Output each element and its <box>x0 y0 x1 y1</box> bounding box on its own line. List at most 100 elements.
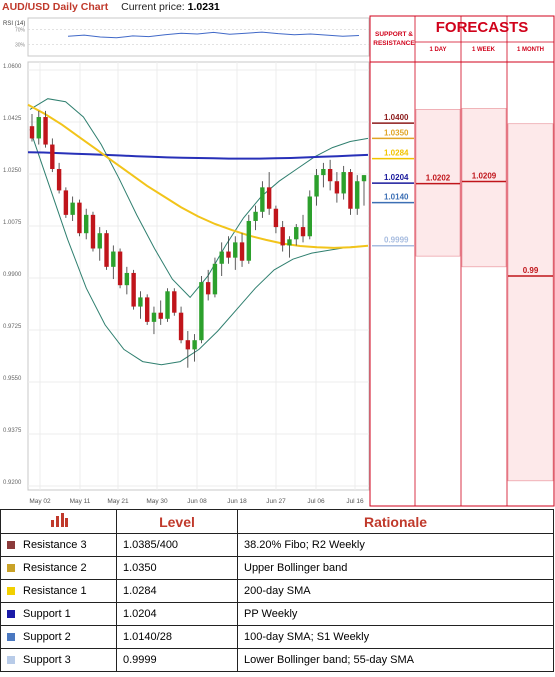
candle <box>97 233 102 249</box>
y-tick-label: 1.0075 <box>3 220 22 226</box>
bar-chart-icon-cell <box>0 509 117 534</box>
x-tick-label: May 11 <box>70 498 91 505</box>
candle <box>185 340 191 350</box>
forecast-col-1day: 1 DAY <box>429 47 447 53</box>
candle <box>253 211 258 221</box>
bollinger-upper-band <box>29 98 369 299</box>
forecast-value-label: 1.0202 <box>426 174 451 183</box>
candle <box>124 272 130 286</box>
candle <box>36 117 41 139</box>
candle <box>178 312 184 341</box>
candle <box>300 227 306 237</box>
level-name: Resistance 2 <box>23 562 87 574</box>
candle <box>321 169 326 176</box>
candle <box>151 312 157 322</box>
x-tick-label: May 30 <box>146 498 168 505</box>
level-color-swatch <box>7 656 15 665</box>
candle <box>111 251 116 267</box>
candle <box>361 175 367 182</box>
candle <box>273 208 279 228</box>
forecast-range-box <box>415 109 461 257</box>
candle <box>29 126 35 139</box>
level-name: Support 2 <box>23 631 71 643</box>
candle <box>158 312 163 319</box>
rsi-tick-label: 70% <box>15 27 26 33</box>
chart-title-bar: AUD/USD Daily Chart Current price: 1.023… <box>0 0 370 16</box>
y-tick-label: 1.0250 <box>3 168 22 174</box>
rsi-line <box>67 31 360 39</box>
level-name: Support 1 <box>23 608 71 620</box>
support-resistance-heading: SUPPORT & RESISTANCE <box>372 30 416 48</box>
candle <box>205 282 211 295</box>
x-tick-label: Jul 16 <box>346 498 364 505</box>
candle <box>172 291 177 313</box>
forecasts-title: FORECASTS <box>435 19 529 36</box>
candle <box>43 117 48 145</box>
table-row: Support 1 1.0204 PP Weekly <box>0 602 554 626</box>
level-name: Resistance 1 <box>23 585 87 597</box>
table-row: Support 2 1.0140/28 100-day SMA; S1 Weekly <box>0 625 554 649</box>
candle <box>341 172 346 194</box>
candle <box>327 169 333 182</box>
candle <box>355 181 360 209</box>
candle <box>219 251 224 264</box>
rsi-label: RSI (14) <box>3 21 25 27</box>
candle <box>260 187 265 212</box>
candle <box>117 251 123 286</box>
plot-area <box>27 61 370 491</box>
candle <box>199 282 204 341</box>
rsi-tick-label: 30% <box>15 43 26 49</box>
table-row: Resistance 3 1.0385/400 38.20% Fibo; R2 We… <box>0 533 554 557</box>
sr-level-label: 1.0284 <box>384 149 409 158</box>
current-price-label: Current price: <box>121 1 185 13</box>
x-tick-label: Jul 06 <box>307 498 325 505</box>
bar-chart-icon <box>50 513 68 527</box>
sr-level-label: 1.0204 <box>384 173 409 182</box>
candle <box>294 227 299 240</box>
level-rationale: PP Weekly <box>237 602 554 626</box>
table-row: Support 3 0.9999 Lower Bollinger band; 55-… <box>0 648 554 672</box>
level-name-cell: Support 1 <box>0 602 117 626</box>
x-tick-label: Jun 18 <box>227 498 247 505</box>
candle <box>334 181 340 194</box>
sr-heading-line-2: RESISTANCE <box>373 40 415 47</box>
level-color-swatch <box>7 633 15 642</box>
level-value: 0.9999 <box>116 648 238 672</box>
y-tick-label: 1.0600 <box>3 64 22 70</box>
level-value: 1.0350 <box>116 556 238 580</box>
level-rationale: Upper Bollinger band <box>237 556 554 580</box>
y-tick-label: 0.9725 <box>3 324 22 330</box>
forecast-col-1week: 1 WEEK <box>471 47 495 53</box>
level-rationale: 200-day SMA <box>237 579 554 603</box>
candle <box>131 272 136 307</box>
x-tick-label: Jun 27 <box>266 498 286 505</box>
forecast-value-label: 0.99 <box>523 266 539 275</box>
level-value: 1.0385/400 <box>116 533 238 557</box>
level-color-swatch <box>7 564 15 573</box>
bollinger-lower-band <box>29 129 369 366</box>
level-name-cell: Support 2 <box>0 625 117 649</box>
level-name: Support 3 <box>23 654 71 666</box>
candle <box>165 291 170 319</box>
level-value: 1.0140/28 <box>116 625 238 649</box>
candle <box>138 297 143 307</box>
y-tick-label: 0.9900 <box>3 272 22 278</box>
x-tick-label: Jun 08 <box>187 498 207 505</box>
level-color-swatch <box>7 587 15 596</box>
candle <box>239 242 245 261</box>
sma-200-line <box>27 151 369 160</box>
candle <box>77 202 82 234</box>
sr-heading-line-1: SUPPORT & <box>375 31 413 38</box>
level-rationale: Lower Bollinger band; 55-day SMA <box>237 648 554 672</box>
level-name-cell: Resistance 1 <box>0 579 117 603</box>
candle <box>314 175 319 197</box>
candle <box>233 242 238 258</box>
rsi-panel <box>27 17 370 57</box>
rationale-column-header: Rationale <box>237 509 554 534</box>
candle <box>192 340 197 350</box>
level-name-cell: Resistance 2 <box>0 556 117 580</box>
x-tick-label: May 02 <box>29 498 51 505</box>
candle <box>56 169 62 191</box>
candle <box>90 214 96 249</box>
current-price-value: 1.0231 <box>187 1 220 13</box>
